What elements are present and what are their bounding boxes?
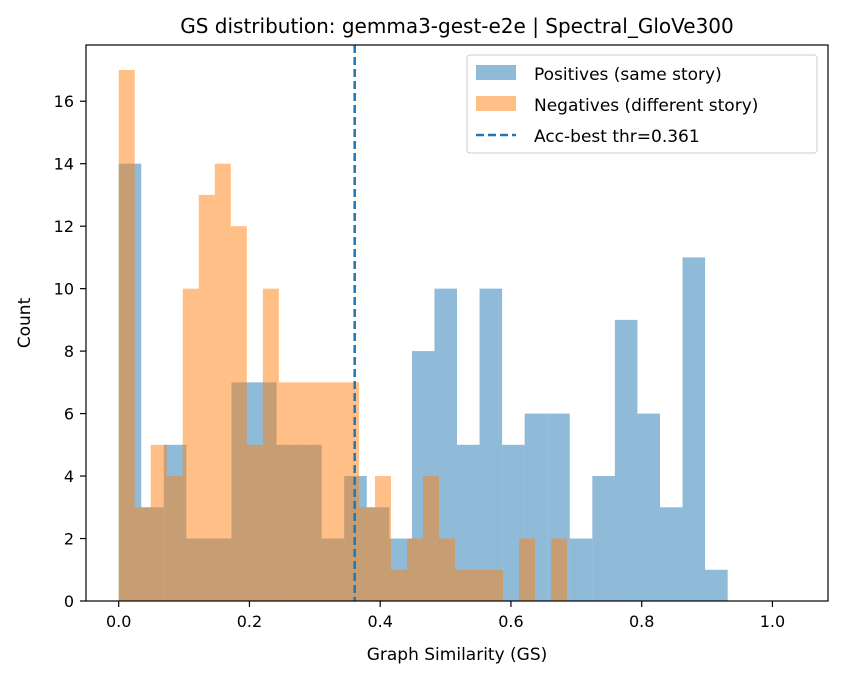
x-tick-label: 1.0 (760, 612, 785, 631)
negatives-bar (294, 382, 311, 601)
negatives-bar (182, 288, 199, 601)
negatives-bar (439, 538, 456, 601)
negatives-bar (390, 569, 407, 601)
positives-bar (705, 569, 728, 601)
negatives-bar (310, 382, 327, 601)
negatives-bar (455, 569, 472, 601)
y-tick-label: 0 (64, 592, 74, 611)
x-tick-label: 0.4 (367, 612, 392, 631)
negatives-bar (246, 444, 263, 601)
legend-label-negatives: Negatives (different story) (534, 96, 758, 116)
negatives-bar (150, 444, 167, 601)
x-axis-ticks: 0.0 0.2 0.4 0.6 0.8 1.0 (106, 601, 785, 631)
y-tick-label: 2 (64, 530, 74, 549)
negatives-bar (487, 569, 504, 601)
negatives-bar (198, 194, 215, 601)
positives-bar (479, 288, 503, 601)
positives-bar (592, 476, 615, 601)
positives-bar (569, 538, 593, 601)
positives-bar (659, 507, 683, 601)
negatives-bar (358, 507, 375, 601)
y-tick-label: 6 (64, 405, 74, 424)
y-tick-label: 10 (54, 280, 74, 299)
x-tick-label: 0.2 (237, 612, 262, 631)
negatives-bar (166, 476, 183, 601)
plot-frame (85, 44, 829, 602)
negatives-bar (471, 569, 488, 601)
y-tick-label: 8 (64, 342, 74, 361)
positives-bar (457, 444, 480, 601)
y-axis-label: Count (15, 297, 35, 348)
x-tick-label: 0.8 (629, 612, 654, 631)
x-tick-label: 0.6 (498, 612, 523, 631)
negatives-bar (326, 382, 343, 601)
legend-label-threshold: Acc-best thr=0.361 (534, 127, 700, 147)
negatives-bar (342, 382, 359, 601)
legend-swatch-positives (476, 65, 516, 80)
y-tick-label: 14 (54, 155, 74, 174)
y-tick-label: 16 (54, 92, 74, 111)
negatives-bar (406, 538, 424, 601)
negatives-bar (134, 507, 151, 601)
negatives-bar (423, 476, 440, 601)
chart-title: GS distribution: gemma3-gest-e2e | Spect… (180, 14, 734, 38)
negatives-bar (374, 476, 391, 601)
positives-bar (682, 257, 706, 601)
legend-box (466, 54, 818, 154)
x-axis-label: Graph Similarity (GS) (367, 645, 548, 665)
negatives-bar (519, 538, 536, 601)
y-tick-label: 12 (54, 217, 74, 236)
legend-label-positives: Positives (same story) (534, 65, 722, 85)
negatives-bar (551, 538, 568, 601)
negatives-bar (214, 163, 231, 601)
legend-swatch-negatives (476, 96, 516, 111)
positives-bar (614, 319, 638, 601)
y-tick-label: 4 (64, 467, 74, 486)
x-tick-label: 0.0 (106, 612, 131, 631)
legend: Positives (same story) Negatives (differ… (466, 54, 818, 154)
positives-bar (434, 288, 457, 601)
negatives-bar (118, 69, 135, 602)
negatives-bar (262, 288, 279, 601)
positives-bar (502, 444, 525, 601)
negatives-bar (278, 382, 295, 601)
positives-bar (637, 413, 660, 601)
negatives-bars (118, 69, 568, 602)
negatives-bar (230, 226, 247, 602)
y-axis-ticks: 0 2 4 6 8 10 12 14 16 (54, 92, 86, 611)
